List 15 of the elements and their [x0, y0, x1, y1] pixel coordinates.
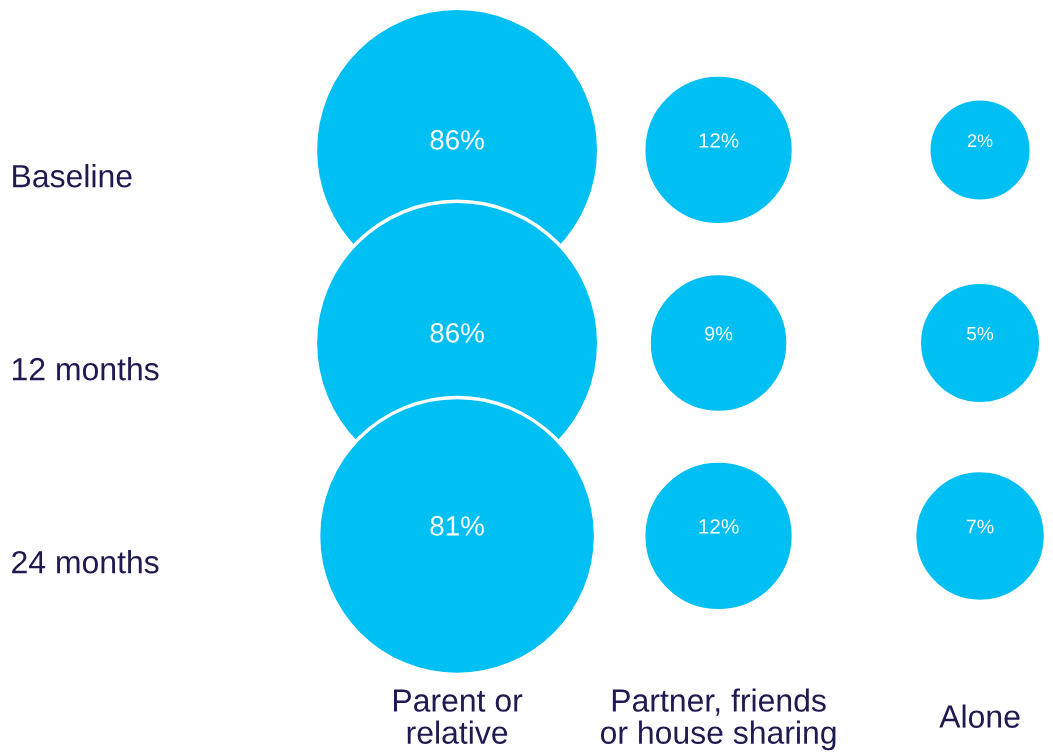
text: 24 months — [12, 550, 159, 574]
data-label: 12% — [699, 133, 739, 148]
category-label: Partner, friends or house sharing — [600, 688, 836, 751]
data-label: 7% — [966, 519, 994, 534]
text: Baseline — [13, 164, 132, 188]
text: 12 months — [12, 357, 159, 381]
data-label: 12% — [699, 519, 739, 534]
data-label: 86% — [430, 323, 484, 343]
data-label: 9% — [705, 326, 733, 341]
category-label: Parent or relative — [394, 689, 523, 744]
data-label: 5% — [967, 326, 994, 341]
data-label: 81% — [430, 516, 484, 536]
data-label: 2% — [967, 134, 993, 148]
category-label: Alone — [939, 704, 1020, 728]
data-label: 86% — [430, 130, 484, 150]
